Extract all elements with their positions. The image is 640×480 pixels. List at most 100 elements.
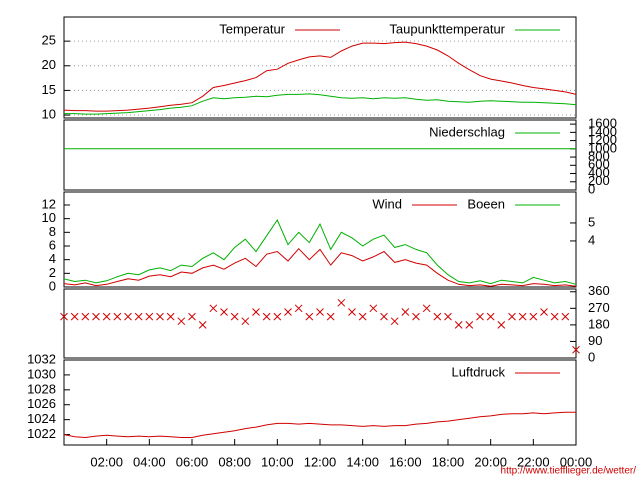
direction-point <box>497 321 506 329</box>
x-tick-label: 02:00 <box>90 454 123 469</box>
y2-tick-label: 0 <box>588 181 595 196</box>
direction-point <box>390 317 399 326</box>
data-line <box>63 411 576 439</box>
legend-label: Temperatur <box>219 21 285 36</box>
panel-frame <box>63 191 577 288</box>
y-tick-label: 6 <box>49 237 56 252</box>
legend-label: Niederschlag <box>429 124 505 139</box>
direction-point <box>444 312 452 321</box>
y-tick-label: 0 <box>49 278 56 293</box>
direction-point <box>145 312 154 321</box>
x-tick-label: 16:00 <box>389 454 422 469</box>
y-tick-label: 1032 <box>27 351 56 366</box>
direction-point <box>134 312 143 321</box>
direction-point <box>540 308 548 316</box>
x-tick-label: 10:00 <box>261 454 294 469</box>
direction-point <box>273 312 282 321</box>
direction-point <box>380 312 388 321</box>
data-line <box>63 218 577 285</box>
y2-tick-label: 1600 <box>588 116 617 131</box>
data-line <box>64 93 577 115</box>
direction-point <box>305 312 314 321</box>
direction-point <box>561 312 570 321</box>
y2-tick-label: 600 <box>588 157 610 172</box>
direction-point <box>92 312 100 321</box>
x-tick-label: 22:00 <box>517 454 550 469</box>
legend-label: Luftdruck <box>452 364 506 379</box>
direction-point <box>262 312 271 321</box>
x-tick-label: 18:00 <box>432 454 465 469</box>
direction-point <box>220 308 228 316</box>
legend-label: Taupunkttemperatur <box>389 21 505 36</box>
direction-point <box>294 304 303 313</box>
y2-tick-label: 400 <box>588 165 610 180</box>
y-tick-label: 10 <box>42 106 56 121</box>
y-tick-label: 20 <box>42 57 56 72</box>
direction-point <box>508 312 516 321</box>
direction-point <box>572 345 580 354</box>
direction-point <box>348 308 356 316</box>
y-tick-label: 15 <box>42 82 56 97</box>
y-tick-label: 4 <box>49 251 56 266</box>
y-tick-label: 1024 <box>27 411 56 426</box>
direction-point <box>369 304 378 313</box>
x-tick-label: 20:00 <box>474 454 507 469</box>
y2-tick-label: 90 <box>588 333 602 348</box>
direction-point <box>113 312 122 321</box>
direction-point <box>529 312 538 321</box>
x-tick-label: 14:00 <box>346 454 379 469</box>
direction-point <box>252 308 260 316</box>
direction-point <box>284 308 292 316</box>
direction-point <box>476 312 484 321</box>
direction-point <box>198 321 207 329</box>
direction-point <box>486 312 495 321</box>
y-tick-label: 2 <box>49 265 56 280</box>
direction-point <box>422 304 431 313</box>
y2-tick-label: 1000 <box>588 140 617 155</box>
x-tick-label: 12:00 <box>304 454 337 469</box>
direction-point <box>241 317 250 326</box>
y-tick-label: 1026 <box>27 396 56 411</box>
direction-point <box>81 312 90 321</box>
direction-point <box>60 312 68 321</box>
y2-tick-label: 200 <box>588 173 610 188</box>
y-tick-label: 10 <box>42 210 56 225</box>
y2-tick-label: 180 <box>588 316 610 331</box>
y-tick-label: 1022 <box>27 426 56 441</box>
direction-point <box>465 321 474 329</box>
direction-point <box>209 304 218 313</box>
direction-point <box>337 298 346 307</box>
y2-tick-label: 1400 <box>588 124 617 139</box>
data-line <box>63 41 577 112</box>
panel-frame <box>63 16 577 119</box>
direction-point <box>156 312 164 321</box>
direction-point <box>518 312 527 321</box>
panel-frame <box>63 119 577 191</box>
y2-tick-label: 0 <box>588 349 595 364</box>
direction-point <box>433 312 442 321</box>
direction-point <box>177 317 186 326</box>
x-tick-label: 06:00 <box>176 454 209 469</box>
y-tick-label: 25 <box>42 33 56 48</box>
y2-tick-label: 5 <box>588 214 595 229</box>
y2-tick-label: 800 <box>588 148 610 163</box>
x-tick-label: 08:00 <box>218 454 251 469</box>
panel-frame <box>63 288 577 359</box>
legend-label: Boeen <box>467 196 505 211</box>
direction-point <box>412 312 420 321</box>
direction-point <box>358 312 367 321</box>
direction-point <box>454 321 463 329</box>
direction-point <box>166 312 175 321</box>
direction-point <box>316 308 324 316</box>
y-tick-label: 8 <box>49 224 56 239</box>
direction-point <box>230 312 239 321</box>
direction-point <box>124 312 132 321</box>
y-tick-label: 12 <box>42 196 56 211</box>
direction-point <box>326 312 335 321</box>
x-tick-label: 00:00 <box>560 454 593 469</box>
y2-tick-label: 4 <box>588 232 595 247</box>
y-tick-label: 1030 <box>27 366 56 381</box>
direction-point <box>401 308 410 316</box>
